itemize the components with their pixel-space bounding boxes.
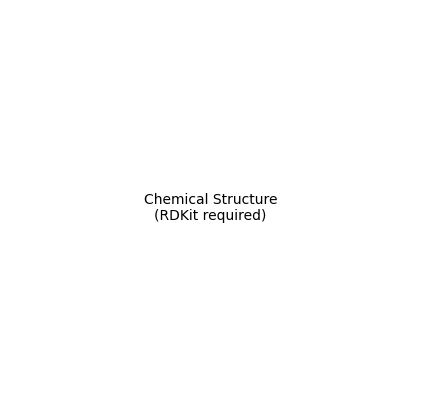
Text: Chemical Structure
(RDKit required): Chemical Structure (RDKit required) xyxy=(144,193,277,223)
